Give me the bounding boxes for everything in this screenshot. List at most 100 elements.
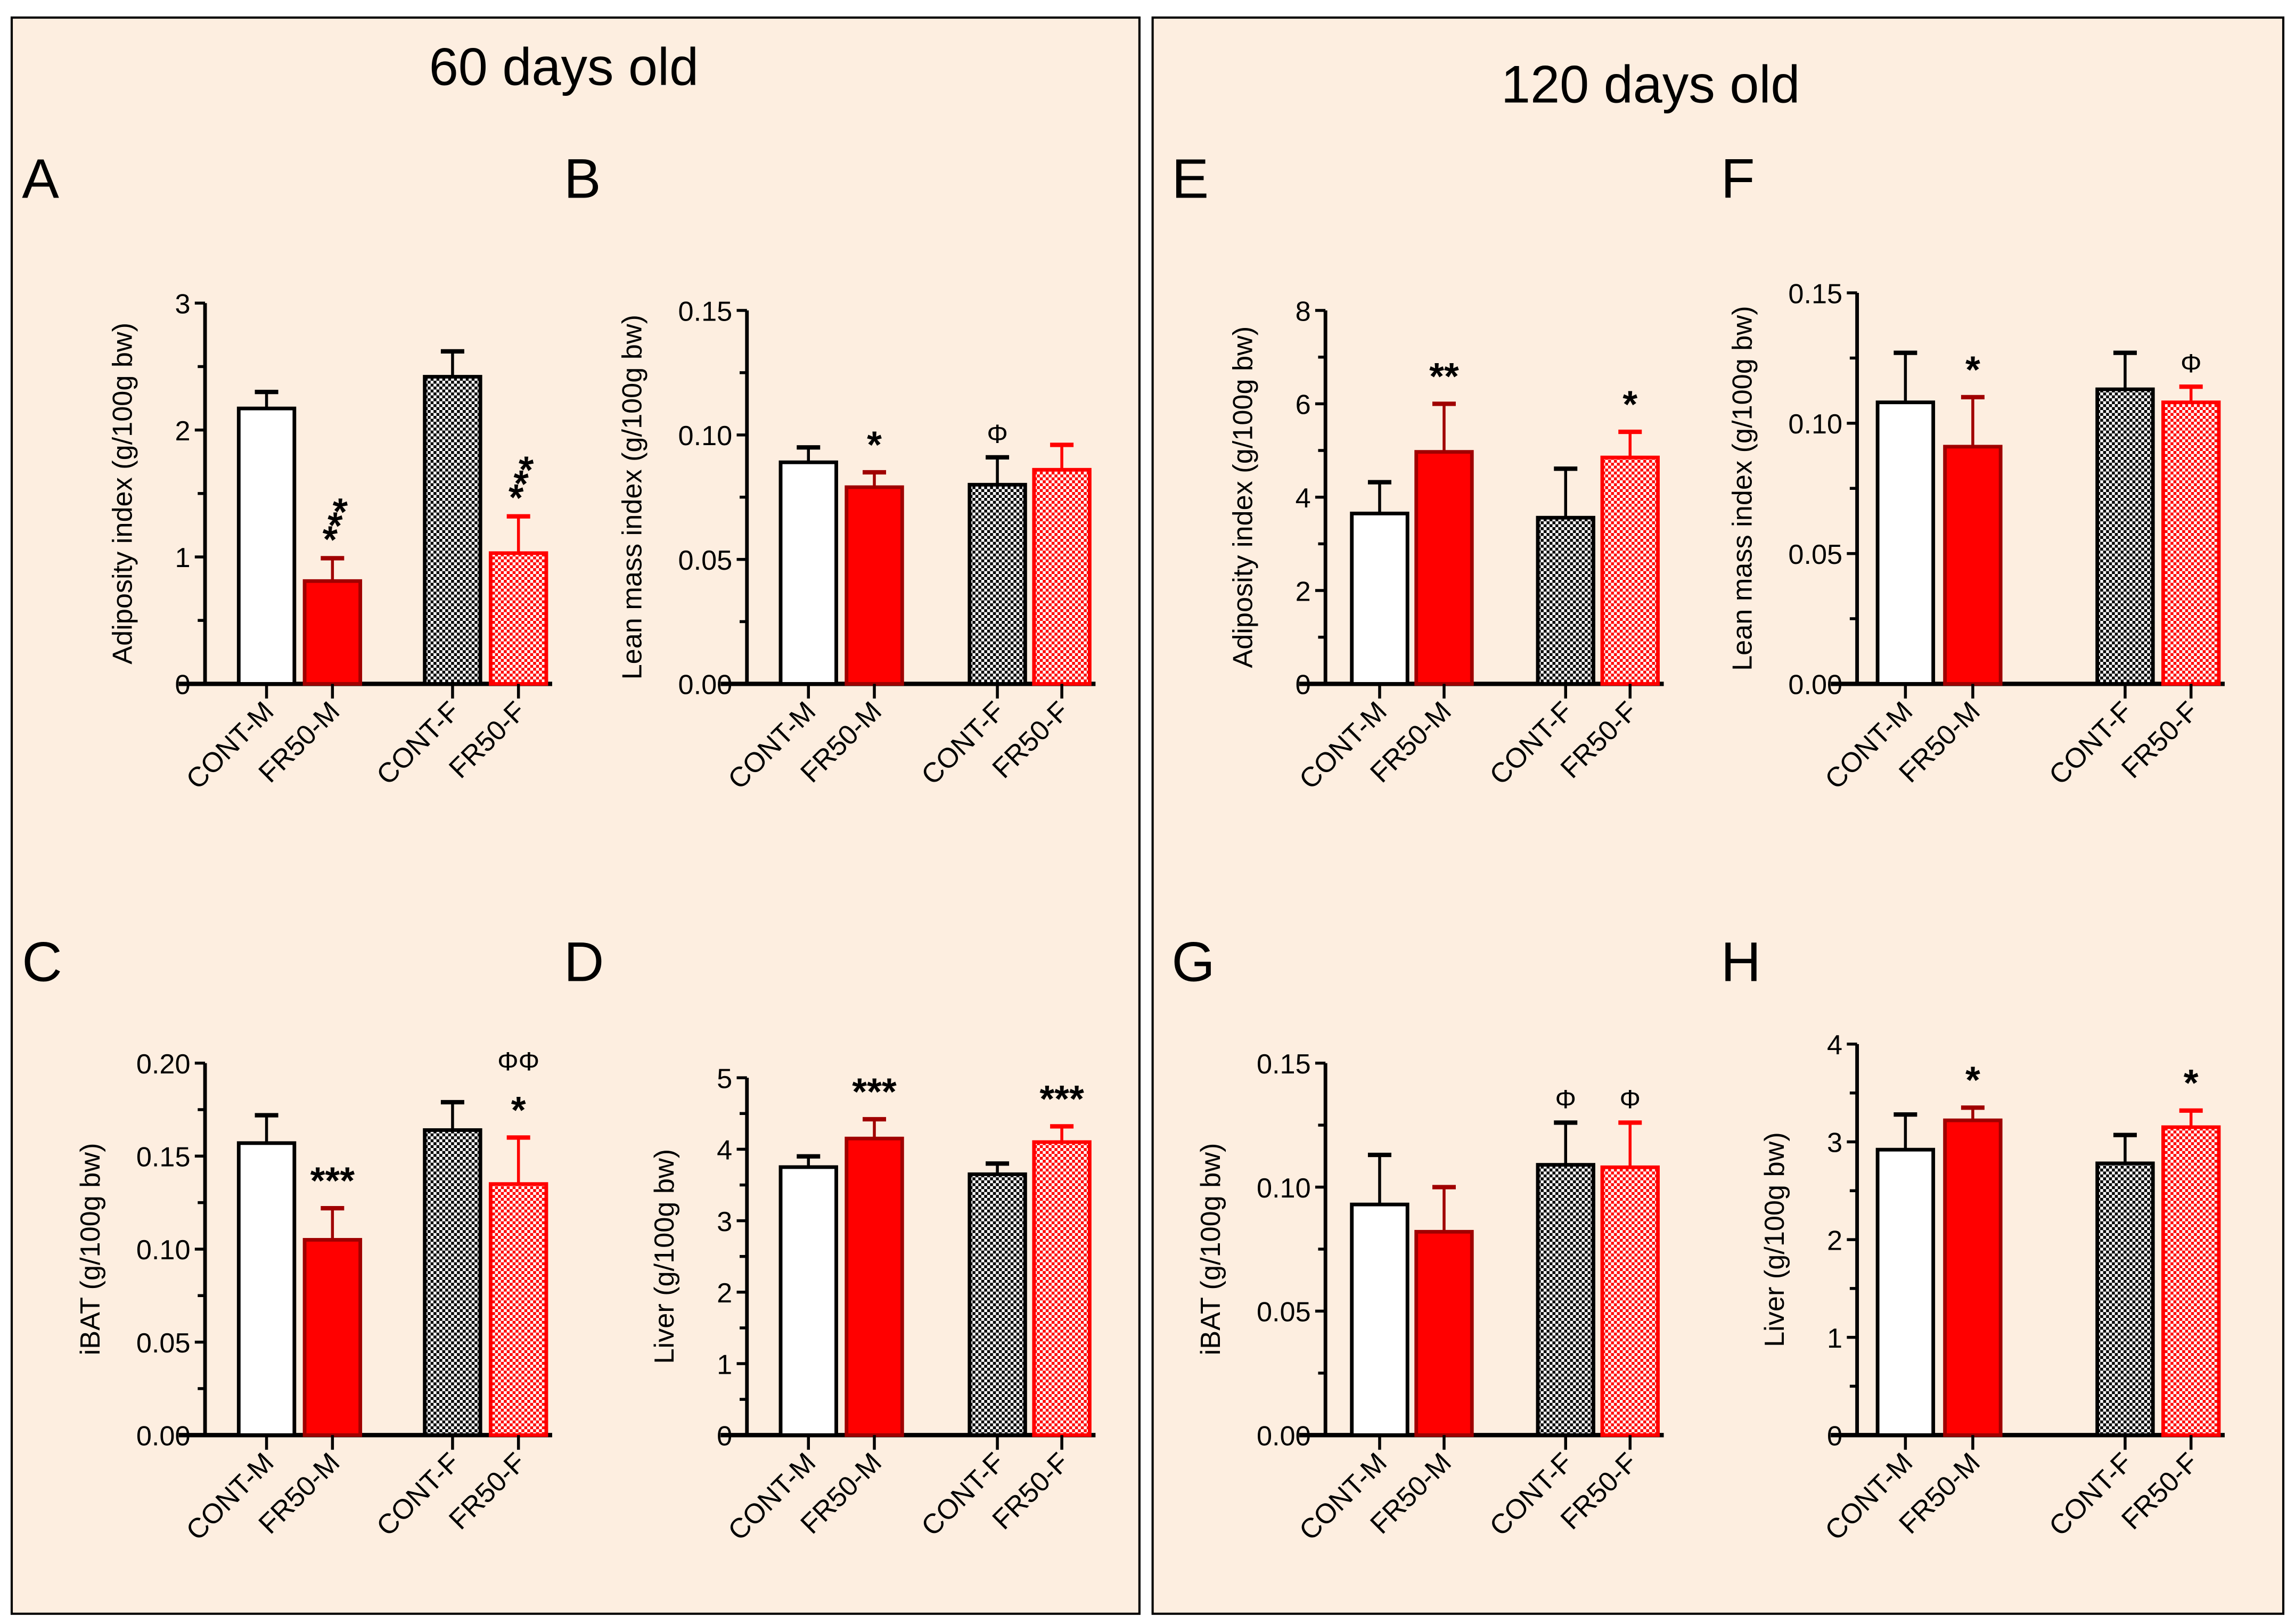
y-tick-label: 0 [1827, 1421, 1842, 1451]
group-box-120-days [1151, 16, 2285, 1615]
bar-cont-m [1350, 1202, 1409, 1437]
significance-annotation: * [2184, 1062, 2199, 1104]
y-tick-label: 1 [717, 1349, 732, 1380]
y-tick-label: 1 [1827, 1323, 1842, 1354]
y-tick-label: 0.05 [678, 545, 733, 576]
significance-annotation: * [1622, 383, 1637, 425]
bar-cont-f [423, 375, 482, 686]
bar-cont-m [1875, 400, 1936, 686]
y-tick-label: 0.15 [1788, 278, 1842, 309]
y-tick-label: 0.05 [136, 1328, 191, 1359]
y-axis-label: iBAT (g/100g bw) [1195, 1143, 1226, 1356]
bar-fr50-m [845, 1136, 904, 1437]
y-tick-label: 8 [1296, 296, 1311, 327]
y-tick-label: 0.00 [136, 1421, 191, 1451]
significance-annotation: * [1965, 348, 1980, 391]
bar-cont-m [778, 1165, 838, 1437]
y-tick-label: 0.00 [1788, 670, 1842, 701]
bar-fr50-m [302, 1238, 363, 1437]
y-tick-label: 0 [175, 670, 190, 701]
y-tick-label: 2 [175, 416, 190, 447]
y-tick-label: 0.00 [1257, 1421, 1311, 1451]
y-tick-label: 4 [1827, 1030, 1842, 1061]
significance-annotation: * [867, 423, 882, 466]
bar-fr50-m [302, 579, 363, 686]
bar-cont-f [2095, 1161, 2155, 1437]
group-box-60-days [10, 16, 1141, 1615]
significance-annotation: * [511, 1089, 526, 1131]
y-tick-label: 0.10 [678, 421, 733, 452]
y-tick-label: 0.15 [678, 296, 733, 327]
y-axis-label: Adiposity index (g/100g bw) [108, 323, 138, 665]
bar-fr50-m [1414, 450, 1474, 686]
y-tick-label: 2 [1296, 576, 1311, 607]
y-axis-label: iBAT (g/100g bw) [75, 1143, 106, 1356]
phi-annotation: Φ [1555, 1085, 1577, 1114]
bar-cont-f [968, 1172, 1027, 1437]
y-tick-label: 0.15 [1257, 1049, 1311, 1080]
y-axis-label: Adiposity index (g/100g bw) [1228, 326, 1259, 668]
bar-fr50-f [2161, 1125, 2221, 1437]
phi-annotation: Φ [1620, 1085, 1641, 1114]
y-tick-label: 0 [717, 1421, 732, 1451]
bar-cont-m [1350, 511, 1409, 686]
y-tick-label: 3 [175, 289, 190, 320]
bar-fr50-f [488, 1182, 548, 1437]
y-tick-label: 0.00 [678, 670, 733, 701]
bar-cont-f [2095, 387, 2155, 686]
y-tick-label: 0.05 [1257, 1297, 1311, 1328]
phi-annotation: ΦΦ [497, 1047, 539, 1076]
group-title-120-days: 120 days old [1501, 55, 1800, 114]
y-tick-label: 2 [1827, 1225, 1842, 1256]
panel-letter: F [1721, 147, 1755, 210]
phi-annotation: Φ [987, 419, 1008, 448]
phi-annotation: Φ [2181, 349, 2202, 378]
bar-cont-f [968, 482, 1027, 686]
significance-annotation: *** [1039, 1078, 1084, 1120]
y-tick-label: 4 [1296, 483, 1311, 514]
panel-f: F 0.00 0.05 0.10 0.15 Lean mass index (g/100g… [1721, 147, 2225, 795]
y-tick-label: 0.15 [136, 1142, 191, 1173]
y-axis-label: Lean mass index (g/100g bw) [1727, 306, 1758, 670]
group-title-60-days: 60 days old [429, 37, 699, 96]
bar-fr50-f [1600, 1165, 1660, 1437]
bar-fr50-m [1943, 445, 2003, 686]
y-tick-label: 0.05 [1788, 539, 1842, 570]
y-axis-label: Lean mass index (g/100g bw) [617, 315, 648, 679]
bar-fr50-f [1032, 1140, 1092, 1437]
significance-annotation: *** [852, 1071, 897, 1113]
bar-fr50-f [1032, 467, 1092, 686]
significance-annotation: * [1965, 1059, 1980, 1102]
panel-letter: A [22, 147, 59, 210]
panel-letter: G [1171, 931, 1215, 994]
bar-cont-m [778, 460, 838, 686]
y-axis-label: Liver (g/100g bw) [1759, 1132, 1790, 1347]
panel-letter: B [564, 147, 601, 210]
panel-letter: C [22, 931, 62, 994]
bar-fr50-f [1600, 455, 1660, 686]
y-tick-label: 0.10 [1788, 409, 1842, 440]
bar-fr50-f [488, 551, 548, 686]
panel-letter: E [1171, 147, 1209, 210]
bar-cont-f [423, 1128, 482, 1437]
bar-fr50-m [1414, 1229, 1474, 1437]
panel-letter: H [1721, 931, 1761, 994]
y-tick-label: 6 [1296, 390, 1311, 421]
y-tick-label: 1 [175, 543, 190, 573]
y-tick-label: 3 [717, 1207, 732, 1237]
bar-cont-m [236, 1141, 297, 1437]
y-tick-label: 5 [717, 1063, 732, 1094]
bar-cont-m [236, 406, 297, 686]
bar-fr50-f [2161, 400, 2221, 686]
y-tick-label: 0 [1296, 670, 1311, 701]
y-tick-label: 3 [1827, 1128, 1842, 1159]
bar-cont-f [1536, 1163, 1595, 1437]
bar-cont-m [1875, 1147, 1936, 1437]
significance-annotation: ** [1429, 355, 1459, 398]
significance-annotation: *** [310, 1160, 355, 1202]
bar-fr50-m [845, 485, 904, 686]
y-axis-label: Liver (g/100g bw) [649, 1149, 680, 1364]
y-tick-label: 0.20 [136, 1049, 191, 1080]
